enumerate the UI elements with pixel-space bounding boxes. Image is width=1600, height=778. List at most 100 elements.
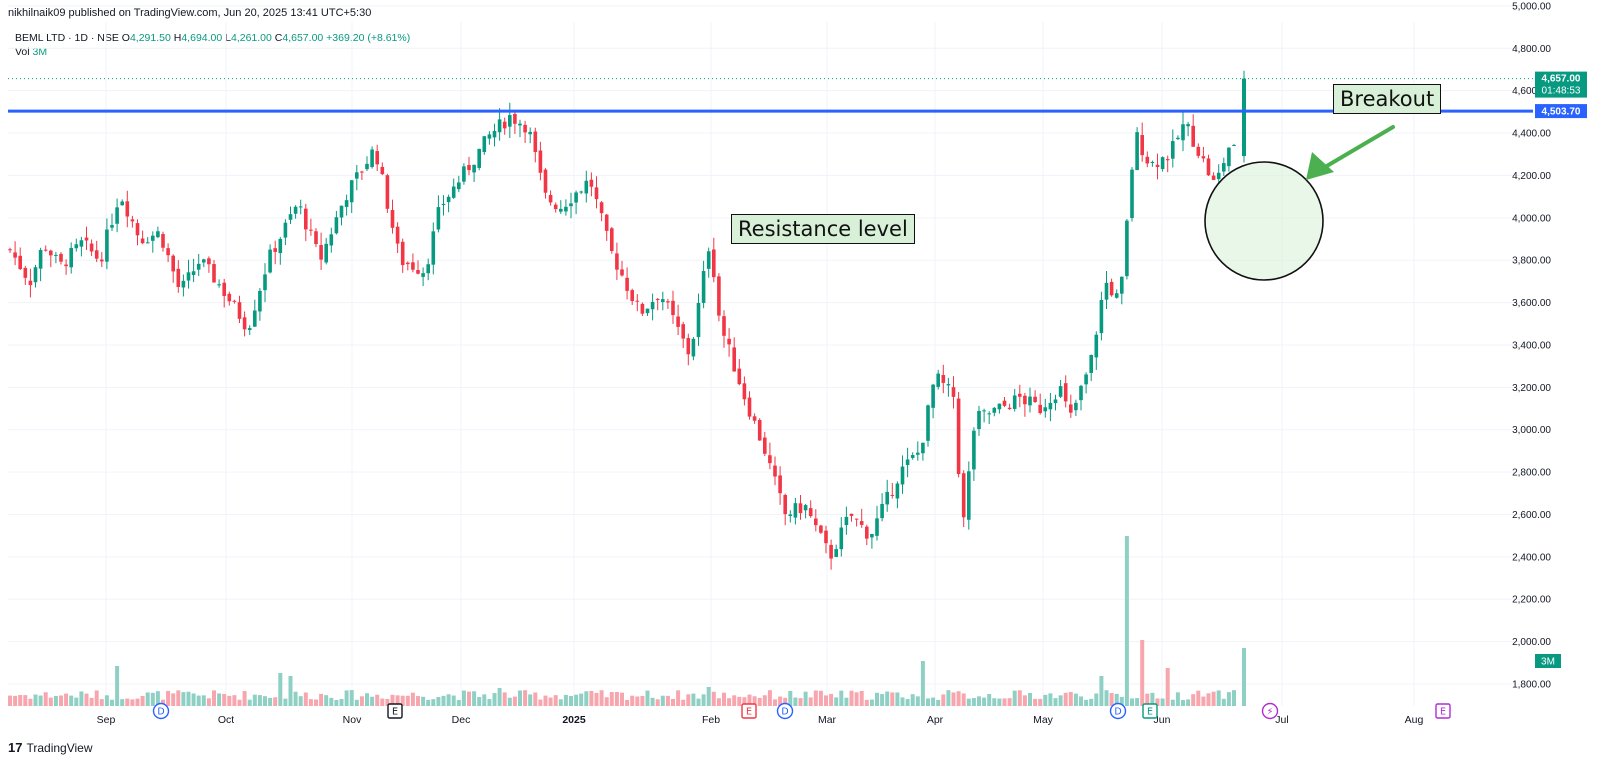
volume-bar	[691, 693, 696, 706]
arrow-head	[1306, 152, 1334, 180]
volume-bar	[1175, 692, 1180, 706]
volume-bar	[278, 673, 283, 706]
candle-body	[553, 204, 558, 210]
volume-bar	[1089, 698, 1094, 706]
volume-bar	[43, 692, 48, 706]
candle-body	[630, 290, 634, 302]
candle-body	[1048, 402, 1053, 410]
candle-body	[268, 249, 272, 273]
candle-body	[757, 419, 762, 441]
volume-bar	[553, 695, 558, 706]
candle-body	[747, 397, 752, 417]
volume-bar	[405, 695, 410, 706]
volume-bar	[125, 698, 130, 706]
y-tick-label: 4,600.00	[1512, 86, 1551, 97]
candle-body	[676, 316, 680, 327]
candle-body	[967, 471, 971, 520]
volume-bar	[645, 690, 650, 706]
candle-body	[176, 268, 181, 287]
candle-body	[304, 208, 308, 230]
x-tick-label: Dec	[452, 714, 471, 726]
candle-body	[870, 534, 874, 538]
volume-bar	[864, 699, 869, 706]
volume-bar	[931, 697, 936, 706]
y-tick-label: 3,800.00	[1512, 256, 1551, 267]
candle-body	[819, 525, 823, 533]
volume-bar	[33, 694, 38, 706]
volume-bar	[788, 690, 793, 706]
volume-bar	[472, 691, 477, 706]
breakout-label[interactable]: Breakout	[1333, 84, 1442, 114]
candle-body	[120, 201, 124, 206]
resistance-price-badge	[1535, 104, 1587, 119]
volume-bar	[778, 696, 783, 706]
volume-bar	[298, 696, 303, 706]
breakout-circle[interactable]	[1204, 161, 1324, 281]
candle-body	[768, 455, 772, 464]
volume-bar	[803, 691, 808, 706]
x-tick-label: Jun	[1154, 714, 1171, 726]
volume-bar	[869, 699, 874, 706]
candle-body	[502, 121, 507, 129]
event-marker-shape	[387, 703, 403, 719]
candle-body	[1109, 281, 1114, 296]
event-marker-letter: E	[1147, 707, 1153, 718]
volume-bar	[706, 687, 711, 706]
volume-bar	[813, 690, 818, 706]
breakout-arrow[interactable]	[1306, 125, 1395, 180]
candle-body	[1063, 383, 1068, 402]
volume-bar	[1109, 693, 1114, 706]
candle-body	[43, 249, 48, 251]
volume-bar	[150, 692, 155, 706]
event-marker-dividend: D	[776, 702, 794, 720]
volume-bar	[8, 695, 12, 706]
tradingview-logo[interactable]: 17 TradingView	[8, 740, 93, 755]
volume-bar	[701, 694, 706, 706]
volume-bar	[242, 690, 247, 706]
candle-body	[931, 384, 935, 408]
candle-body	[288, 214, 293, 220]
candle-body	[518, 123, 522, 126]
candle-body	[385, 175, 390, 209]
volume-bar	[528, 694, 533, 706]
candle-body	[395, 226, 400, 244]
volume-bar	[247, 699, 252, 706]
volume-bar	[1048, 693, 1053, 706]
candle-body	[615, 253, 619, 270]
resistance-label[interactable]: Resistance level	[731, 214, 915, 244]
candle-body	[18, 255, 22, 270]
candle-body	[548, 194, 553, 203]
candle-body	[1058, 386, 1063, 397]
candle-body	[416, 270, 420, 274]
candle-body	[625, 277, 629, 291]
volume-bar	[461, 690, 466, 706]
volume-bar	[839, 690, 844, 706]
candle-body	[610, 228, 614, 251]
volume-bar	[375, 694, 380, 706]
volume-bar	[563, 694, 568, 706]
event-marker-dividend: D	[1109, 702, 1127, 720]
volume-bar	[895, 692, 900, 706]
volume-bar	[926, 698, 930, 706]
candle-body	[849, 513, 854, 516]
volume-bar	[737, 696, 742, 706]
candle-body	[1196, 146, 1201, 156]
candle-body	[574, 192, 578, 203]
volume-bar	[431, 699, 436, 706]
candle-body-last	[1242, 78, 1246, 157]
event-marker-letter: D	[781, 707, 788, 718]
candle-body	[916, 452, 920, 455]
candles	[8, 70, 1246, 570]
candle-body	[451, 186, 456, 198]
candle-body	[956, 398, 961, 475]
candle-body	[742, 383, 747, 400]
volume-bar	[727, 698, 732, 706]
candle-body	[513, 113, 517, 124]
candle-body	[599, 202, 604, 214]
volume-bar	[635, 696, 640, 706]
candle-body	[635, 300, 640, 302]
volume-bar	[1145, 693, 1150, 706]
volume-bar	[293, 691, 298, 706]
volume-bar	[793, 697, 798, 706]
